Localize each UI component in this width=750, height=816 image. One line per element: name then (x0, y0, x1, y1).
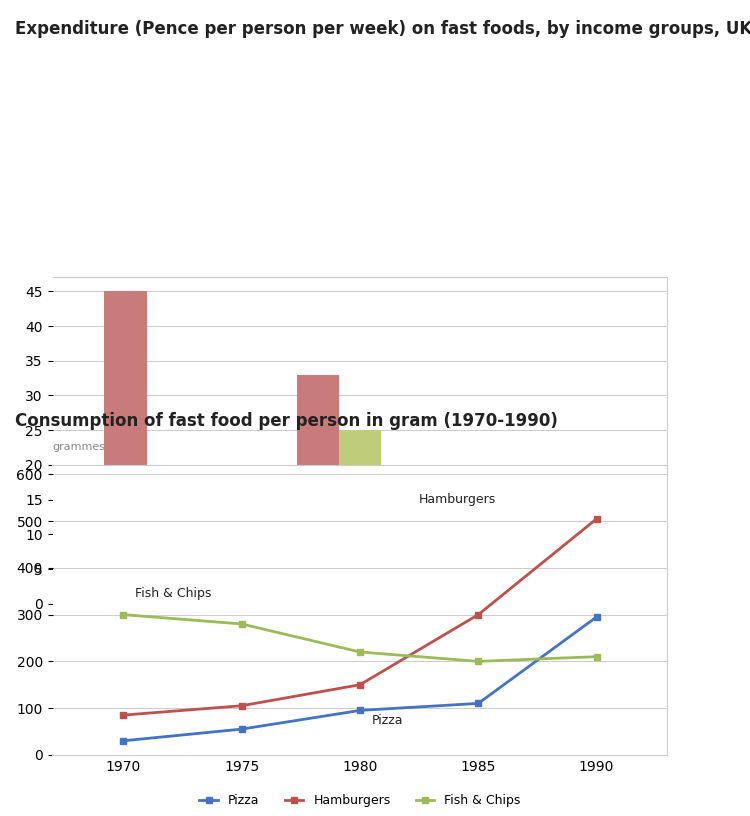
Line: Hamburgers: Hamburgers (120, 516, 600, 719)
Legend: Hamburger, Fish & Chips, Pizza: Hamburger, Fish & Chips, Pizza (203, 666, 517, 689)
Fish & Chips (592, 652, 601, 662)
Pizza (237, 725, 246, 734)
Fish & Chips (474, 656, 483, 666)
Bar (189, 472, 231, 604)
Text: Hamburgers: Hamburgers (419, 494, 497, 507)
Text: Pizza: Pizza (372, 715, 404, 727)
Bar (489, 507, 531, 604)
Bar (339, 430, 381, 604)
Pizza (356, 706, 364, 716)
Line: Fish & Chips: Fish & Chips (120, 611, 600, 665)
Bar (531, 486, 573, 604)
Pizza (474, 698, 483, 708)
Text: Consumption of fast food per person in gram (1970-1990): Consumption of fast food per person in g… (15, 412, 558, 430)
Fish & Chips (119, 610, 128, 619)
Bar (104, 291, 147, 604)
Pizza (119, 736, 128, 746)
Hamburgers (474, 610, 483, 619)
Hamburgers (119, 710, 128, 720)
Text: Expenditure (Pence per person per week) on fast foods, by income groups, UK 1990: Expenditure (Pence per person per week) … (15, 20, 750, 38)
Line: Pizza: Pizza (120, 614, 600, 744)
Pizza (592, 612, 601, 622)
Fish & Chips (356, 647, 364, 657)
Bar (381, 521, 424, 604)
Text: grammes: grammes (53, 442, 106, 452)
Hamburgers (237, 701, 246, 711)
Bar (147, 486, 189, 604)
Legend: Pizza, Hamburgers, Fish & Chips: Pizza, Hamburgers, Fish & Chips (194, 789, 526, 812)
Bar (573, 555, 616, 604)
Hamburgers (356, 680, 364, 690)
Text: Fish & Chips: Fish & Chips (135, 587, 212, 600)
Bar (296, 375, 339, 604)
Fish & Chips (237, 619, 246, 629)
Hamburgers (592, 514, 601, 524)
